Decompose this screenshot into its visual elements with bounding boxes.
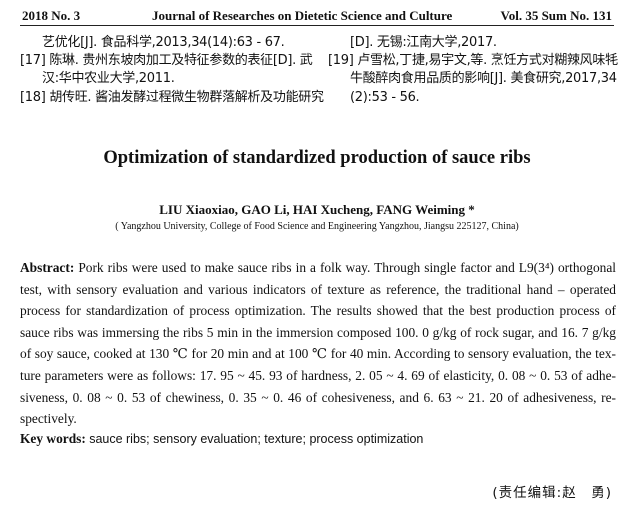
editor-note: (责任编辑:赵 勇) — [492, 485, 612, 501]
keywords-value: sauce ribs; sensory evaluation; texture;… — [89, 432, 424, 446]
reference-line: (2):53 - 56. — [350, 90, 420, 105]
abstract-line: ture parameters were as follows: 17. 95 … — [20, 367, 616, 383]
header-rule — [20, 25, 614, 26]
abstract-line: test, with sensory evaluation and variou… — [20, 281, 616, 297]
reference-17: [17] 陈琳. 贵州东坡肉加工及特征参数的表征[D]. 武 — [20, 53, 313, 68]
abstract-line: spectively. — [20, 411, 77, 427]
abstract-line: of soy sauce, cooked at 130 ℃ for 20 min… — [20, 346, 616, 362]
reference-line: 牛酸醉肉食用品质的影响[J]. 美食研究,2017,34 — [350, 71, 617, 86]
abstract-line: sauce ribs was immersing the ribs 5 min … — [20, 324, 616, 340]
volume-info: Vol. 35 Sum No. 131 — [500, 8, 612, 23]
abstract-line: Abstract: Pork ribs were used to make sa… — [20, 260, 616, 275]
journal-name: Journal of Researches on Dietetic Scienc… — [152, 8, 453, 23]
reference-19: [19] 卢雪松,丁捷,易宇文,等. 烹饪方式对糊辣风味牦 — [328, 53, 618, 68]
reference-line: 汉:华中农业大学,2011. — [42, 71, 175, 86]
keywords: Key words: sauce ribs; sensory evaluatio… — [20, 431, 424, 446]
abstract-line: process for standardization of process o… — [20, 303, 616, 319]
running-header: 2018 No. 3 Journal of Researches on Diet… — [22, 6, 612, 24]
abstract-line: siveness, 0. 08 ~ 0. 53 of chewiness, 0.… — [20, 389, 616, 405]
authors: LIU Xiaoxiao, GAO Li, HAI Xucheng, FANG … — [159, 202, 475, 217]
reference-line: 艺优化[J]. 食品科学,2013,34(14):63 - 67. — [42, 35, 285, 50]
abstract-label: Abstract — [20, 260, 70, 275]
abstract: Abstract: Pork ribs were used to make sa… — [20, 257, 616, 430]
paper-title: Optimization of standardized production … — [103, 148, 531, 168]
keywords-label: Key words — [20, 431, 82, 446]
reference-18: [18] 胡传旺. 酱油发酵过程微生物群落解析及功能研究 — [20, 90, 324, 105]
affiliation: ( Yangzhou University, College of Food S… — [115, 221, 519, 232]
reference-line: [D]. 无锡:江南大学,2017. — [350, 35, 497, 50]
issue-number: 2018 No. 3 — [22, 8, 81, 23]
